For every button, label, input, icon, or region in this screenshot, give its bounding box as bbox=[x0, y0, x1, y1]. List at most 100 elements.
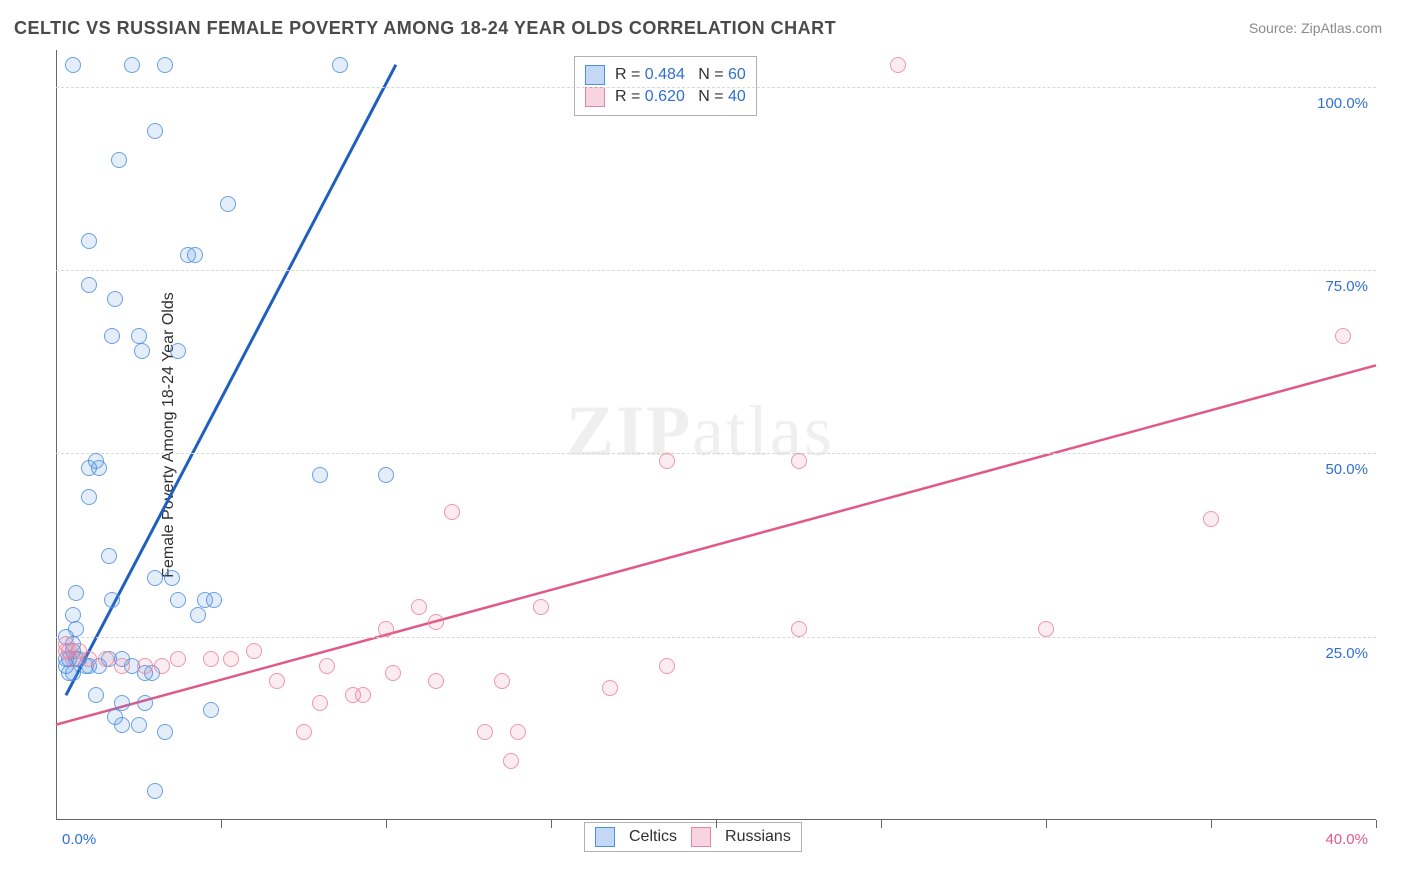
scatter-point bbox=[190, 607, 206, 623]
series-legend: Celtics Russians bbox=[584, 822, 802, 852]
x-axis-label-end: 40.0% bbox=[1325, 831, 1368, 848]
scatter-point bbox=[223, 651, 239, 667]
scatter-point bbox=[104, 328, 120, 344]
scatter-point bbox=[124, 57, 140, 73]
scatter-point bbox=[187, 247, 203, 263]
info-text: R = 0.484 N = 60 bbox=[615, 66, 746, 84]
y-tick-label: 25.0% bbox=[1325, 645, 1368, 662]
chart-title: CELTIC VS RUSSIAN FEMALE POVERTY AMONG 1… bbox=[14, 18, 836, 39]
y-tick-label: 100.0% bbox=[1317, 95, 1368, 112]
scatter-point bbox=[319, 658, 335, 674]
scatter-point bbox=[147, 570, 163, 586]
scatter-point bbox=[154, 658, 170, 674]
gridline-h bbox=[56, 87, 1376, 88]
gridline-h bbox=[56, 453, 1376, 454]
scatter-point bbox=[134, 343, 150, 359]
scatter-point bbox=[791, 621, 807, 637]
legend-swatch bbox=[595, 827, 615, 847]
scatter-point bbox=[65, 607, 81, 623]
scatter-point bbox=[791, 453, 807, 469]
scatter-point bbox=[1038, 621, 1054, 637]
plot-area: Female Poverty Among 18-24 Year Olds ZIP… bbox=[56, 50, 1376, 820]
scatter-point bbox=[296, 724, 312, 740]
scatter-point bbox=[65, 57, 81, 73]
scatter-point bbox=[157, 57, 173, 73]
scatter-point bbox=[378, 467, 394, 483]
scatter-point bbox=[203, 702, 219, 718]
info-row: R = 0.620 N = 40 bbox=[585, 87, 746, 107]
scatter-point bbox=[114, 658, 130, 674]
scatter-point bbox=[107, 291, 123, 307]
scatter-point bbox=[81, 489, 97, 505]
scatter-point bbox=[131, 717, 147, 733]
x-tick bbox=[386, 820, 387, 828]
gridline-h bbox=[56, 637, 1376, 638]
scatter-point bbox=[101, 548, 117, 564]
scatter-point bbox=[68, 585, 84, 601]
scatter-point bbox=[477, 724, 493, 740]
y-tick-label: 75.0% bbox=[1325, 278, 1368, 295]
x-axis-label-origin: 0.0% bbox=[62, 831, 96, 848]
scatter-point bbox=[111, 152, 127, 168]
scatter-point bbox=[659, 453, 675, 469]
scatter-point bbox=[269, 673, 285, 689]
scatter-point bbox=[510, 724, 526, 740]
scatter-point bbox=[170, 592, 186, 608]
scatter-point bbox=[312, 467, 328, 483]
scatter-point bbox=[428, 673, 444, 689]
legend-label: Russians bbox=[725, 828, 791, 846]
x-tick bbox=[551, 820, 552, 828]
trend-line bbox=[56, 365, 1376, 724]
scatter-point bbox=[137, 695, 153, 711]
x-tick bbox=[716, 820, 717, 828]
scatter-point bbox=[114, 695, 130, 711]
x-tick bbox=[221, 820, 222, 828]
legend-swatch bbox=[585, 65, 605, 85]
scatter-point bbox=[157, 724, 173, 740]
scatter-point bbox=[1335, 328, 1351, 344]
scatter-point bbox=[81, 277, 97, 293]
scatter-point bbox=[659, 658, 675, 674]
legend-swatch bbox=[585, 87, 605, 107]
scatter-point bbox=[428, 614, 444, 630]
scatter-point bbox=[81, 233, 97, 249]
scatter-point bbox=[533, 599, 549, 615]
scatter-point bbox=[345, 687, 361, 703]
x-tick bbox=[1211, 820, 1212, 828]
x-tick bbox=[1376, 820, 1377, 828]
scatter-point bbox=[114, 717, 130, 733]
scatter-point bbox=[1203, 511, 1219, 527]
trend-lines-layer bbox=[56, 50, 1376, 820]
scatter-point bbox=[170, 651, 186, 667]
scatter-point bbox=[98, 651, 114, 667]
scatter-point bbox=[503, 753, 519, 769]
source-attribution: Source: ZipAtlas.com bbox=[1249, 20, 1382, 36]
scatter-point bbox=[131, 328, 147, 344]
scatter-point bbox=[147, 783, 163, 799]
legend-swatch bbox=[691, 827, 711, 847]
scatter-point bbox=[411, 599, 427, 615]
scatter-point bbox=[890, 57, 906, 73]
gridline-h bbox=[56, 270, 1376, 271]
scatter-point bbox=[58, 643, 74, 659]
y-tick-label: 50.0% bbox=[1325, 461, 1368, 478]
scatter-point bbox=[246, 643, 262, 659]
scatter-point bbox=[494, 673, 510, 689]
scatter-point bbox=[378, 621, 394, 637]
scatter-point bbox=[104, 592, 120, 608]
scatter-point bbox=[203, 651, 219, 667]
scatter-point bbox=[137, 658, 153, 674]
x-tick bbox=[1046, 820, 1047, 828]
scatter-point bbox=[332, 57, 348, 73]
x-tick bbox=[881, 820, 882, 828]
legend-label: Celtics bbox=[629, 828, 677, 846]
scatter-point bbox=[88, 687, 104, 703]
scatter-point bbox=[444, 504, 460, 520]
scatter-point bbox=[88, 453, 104, 469]
scatter-point bbox=[385, 665, 401, 681]
scatter-point bbox=[170, 343, 186, 359]
scatter-point bbox=[164, 570, 180, 586]
scatter-point bbox=[220, 196, 236, 212]
info-text: R = 0.620 N = 40 bbox=[615, 88, 746, 106]
scatter-point bbox=[602, 680, 618, 696]
